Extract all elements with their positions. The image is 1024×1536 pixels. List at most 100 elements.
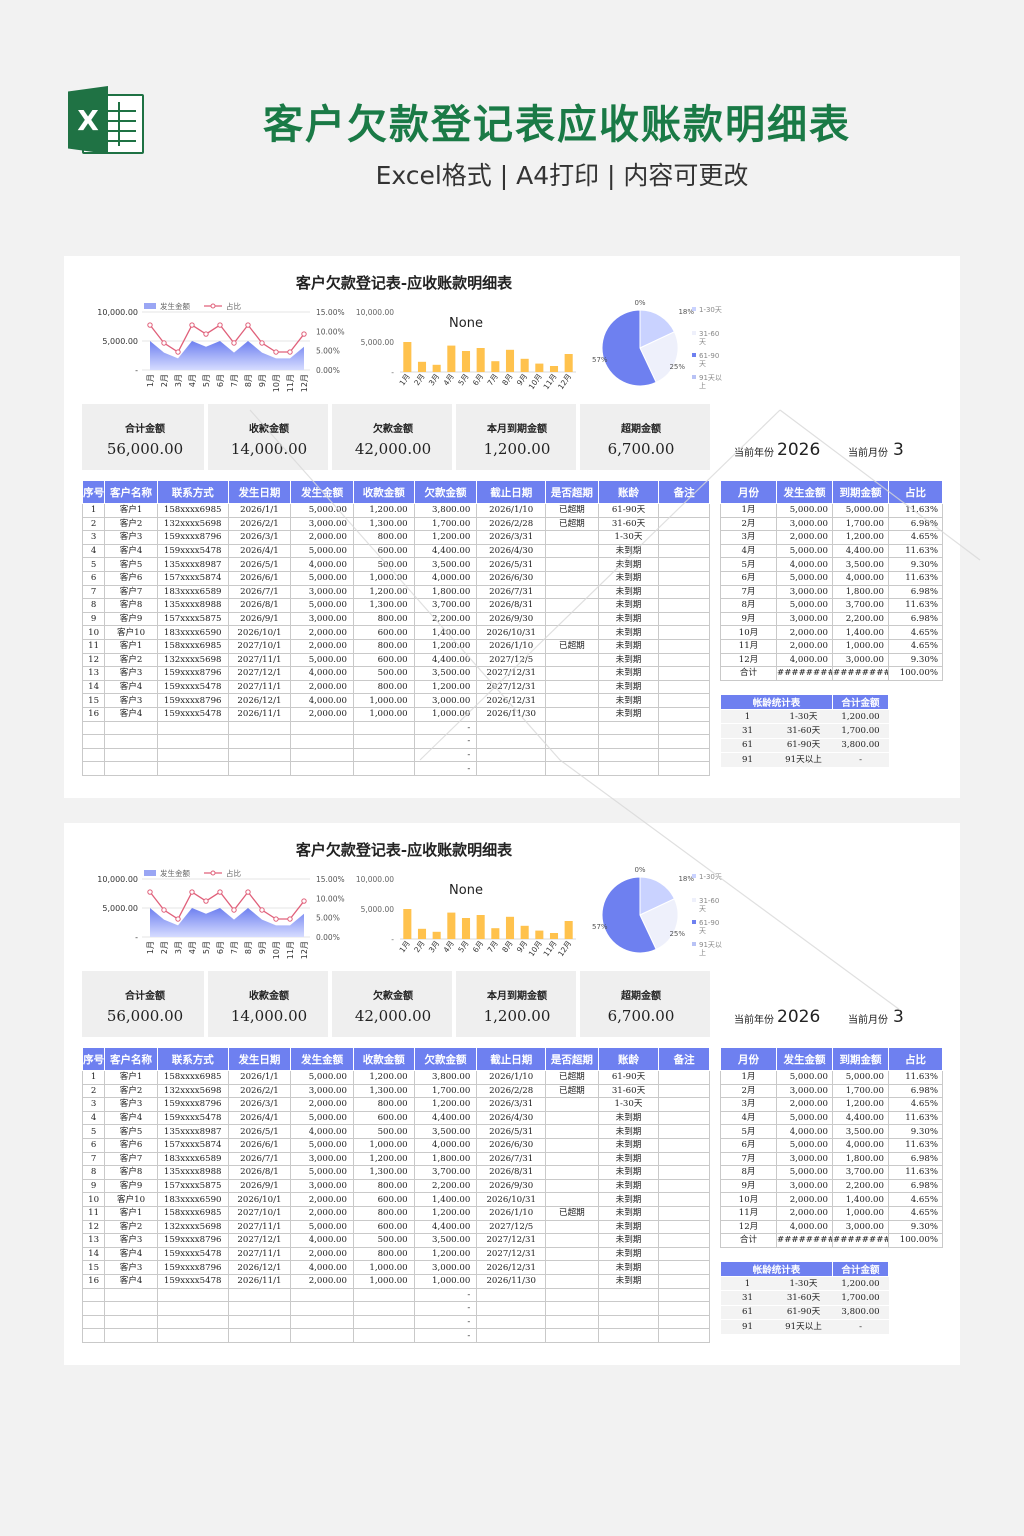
- y-tick-label: -: [391, 935, 394, 944]
- table-cell: 1: [720, 1276, 775, 1292]
- current-year-label: 当前年份: [734, 1015, 774, 1026]
- table-cell: -: [413, 1301, 478, 1316]
- table-cell: 2026/4/1: [227, 1110, 292, 1126]
- table-cell: [545, 543, 599, 559]
- table-cell: 4,000.00: [290, 1124, 354, 1139]
- table-cell: 客户3: [104, 530, 158, 545]
- table-cell: 未到期: [597, 543, 660, 559]
- x-tick-label: 7月: [486, 372, 500, 387]
- table-row: 5 客户5 135xxxx8987 2026/5/1 4,000.00 500.00 3,5…: [81, 1124, 710, 1139]
- table-cell: 5,000.00: [776, 570, 833, 586]
- table-cell: 1,800.00: [832, 1151, 889, 1167]
- table-cell: [658, 570, 710, 586]
- table-cell: 已超期: [545, 503, 599, 518]
- table-cell: 100.00%: [888, 1233, 943, 1248]
- table-cell: 1,200.00: [413, 1246, 478, 1262]
- column-header: 发生金额: [776, 1047, 833, 1071]
- table-cell: [658, 1219, 710, 1235]
- table-cell: 客户10: [104, 1192, 158, 1207]
- age-table: 帐龄统计表 合计金额 1 1-30天 1,200.00 31 31-60天 1,700.00 6…: [719, 694, 890, 768]
- table-cell: 1,200.00: [413, 1205, 478, 1221]
- table-cell: 157xxxx5875: [156, 1178, 229, 1194]
- column-header: 月份: [720, 480, 777, 504]
- table-cell: 1,200.00: [352, 1070, 415, 1085]
- table-cell: [658, 584, 710, 600]
- main-table: 序号 客户名称 联系方式 发生日期 发生金额 收款金额 欠款金额 截止日期 是否超期 账龄 备注 1 客…: [81, 480, 710, 776]
- table-cell: 14: [81, 679, 106, 695]
- table-cell: 3月: [720, 1097, 777, 1112]
- x-tick-label: 8月: [500, 372, 514, 387]
- table-cell: 6.98%: [888, 611, 943, 627]
- table-cell: 12: [81, 652, 106, 668]
- table-cell: [658, 1124, 710, 1139]
- summary-cell: 欠款金额 42,000.00: [334, 971, 456, 1037]
- table-cell: 1,000.00: [352, 693, 415, 708]
- table-cell: 2: [81, 1083, 106, 1099]
- table-cell: 800.00: [352, 611, 415, 627]
- table-cell: 500.00: [352, 1124, 415, 1139]
- x-tick-label: 2月: [412, 372, 426, 387]
- table-cell: 未到期: [597, 652, 660, 668]
- table-cell: 客户1: [104, 503, 158, 518]
- table-row: -: [81, 761, 710, 776]
- table-cell: 3,000.00: [776, 1178, 833, 1194]
- table-cell: 未到期: [597, 1165, 660, 1180]
- table-cell: 6: [81, 1137, 106, 1153]
- table-cell: 1,200.00: [413, 638, 478, 654]
- table-cell: 9: [81, 611, 106, 627]
- table-cell: 9.30%: [888, 1124, 943, 1139]
- table-cell: 5,000.00: [290, 503, 354, 518]
- table-cell: 客户2: [104, 652, 158, 668]
- table-cell: 1,000.00: [352, 1260, 415, 1275]
- x-tick-label: 5月: [202, 374, 211, 387]
- x-tick-label: 1月: [146, 941, 155, 954]
- table-cell: 2027/11/1: [227, 1219, 292, 1235]
- table-cell: 135xxxx8987: [156, 1124, 229, 1139]
- table-cell: 132xxxx5698: [156, 652, 229, 668]
- summary-label: 本月到期金额: [487, 991, 547, 1002]
- line-point: [189, 322, 195, 328]
- current-year-value: 2026: [777, 440, 821, 460]
- table-cell: 500.00: [352, 557, 415, 572]
- table-cell: 4,400.00: [413, 543, 478, 559]
- table-cell: 31-60天: [597, 516, 660, 532]
- table-cell: [156, 1287, 229, 1303]
- table-cell: 3: [81, 530, 106, 545]
- table-cell: 2,000.00: [776, 530, 833, 545]
- table-cell: [545, 1124, 599, 1139]
- table-row: 6月 5,000.00 4,000.00 11.63%: [720, 570, 943, 586]
- column-header: 客户名称: [104, 480, 158, 504]
- table-row: 2 客户2 132xxxx5698 2026/2/1 3,000.00 1,300.00 1…: [81, 516, 710, 532]
- table-row: 4月 5,000.00 4,400.00 11.63%: [720, 1110, 943, 1126]
- table-cell: 3,000.00: [290, 516, 354, 532]
- table-cell: [658, 1178, 710, 1194]
- table-cell: 未到期: [597, 706, 660, 722]
- table-row: 4 客户4 159xxxx5478 2026/4/1 5,000.00 600.00 4,4…: [81, 543, 710, 559]
- table-cell: [81, 747, 106, 763]
- table-cell: 9月: [720, 611, 777, 627]
- table-cell: 1,700.00: [832, 723, 889, 739]
- table-cell: 500.00: [352, 666, 415, 681]
- table-cell: 客户9: [104, 611, 158, 627]
- table-cell: 3,800.00: [832, 738, 889, 754]
- summary-cell: 收款金额 14,000.00: [210, 404, 332, 470]
- chart-title: None: [449, 316, 483, 331]
- x-tick-label: 3月: [427, 372, 441, 387]
- table-cell: [156, 747, 229, 763]
- table-row: 11 客户1 158xxxx6985 2027/10/1 2,000.00 800.00 1…: [81, 638, 710, 654]
- table-cell: [545, 1314, 599, 1330]
- table-cell: 未到期: [597, 1246, 660, 1262]
- table-cell: 1,400.00: [832, 1192, 889, 1207]
- bar: [432, 364, 441, 372]
- main-table: 序号 客户名称 联系方式 发生日期 发生金额 收款金额 欠款金额 截止日期 是否超期 账龄 备注 1 客…: [81, 1047, 710, 1343]
- table-cell: 4,000.00: [832, 1137, 889, 1153]
- table-cell: [227, 720, 292, 736]
- summary-label: 欠款金额: [373, 424, 413, 435]
- summary-label: 本月到期金额: [487, 424, 547, 435]
- table-cell: 1,200.00: [832, 530, 889, 545]
- table-cell: ##########: [776, 666, 833, 681]
- table-cell: 159xxxx5478: [156, 543, 229, 559]
- table-cell: 客户5: [104, 557, 158, 572]
- slice-label: 0%: [634, 866, 645, 874]
- table-cell: 4,000.00: [413, 1137, 478, 1153]
